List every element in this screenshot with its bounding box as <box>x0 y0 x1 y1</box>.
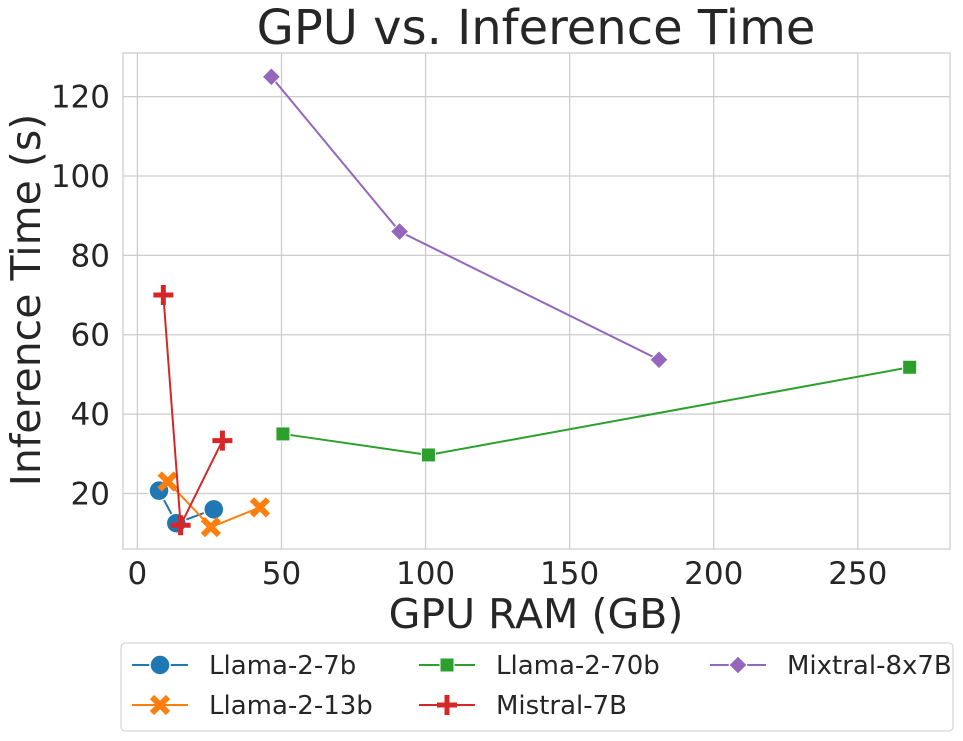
data-point <box>157 471 178 492</box>
legend-item: Mistral-7B <box>419 691 627 721</box>
x-tick-label: 0 <box>128 556 148 592</box>
x-tick-label: 100 <box>396 556 455 592</box>
data-point <box>902 359 918 375</box>
tick-labels: 0 50 100 150 200 250 20 40 60 80 100 120 <box>51 80 888 592</box>
legend-label: Llama-2-70b <box>496 651 660 681</box>
legend-item: Llama-2-70b <box>419 651 660 681</box>
data-point <box>200 517 222 538</box>
legend-marker <box>439 657 455 673</box>
legend-label: Llama-2-13b <box>209 691 373 721</box>
y-tick-label: 60 <box>71 318 110 354</box>
grid <box>123 53 950 549</box>
data-point <box>170 515 191 536</box>
legend-marker <box>728 655 748 675</box>
data-point <box>649 350 669 370</box>
y-tick-label: 100 <box>51 159 110 195</box>
data-point <box>420 447 436 463</box>
y-tick-label: 120 <box>51 80 110 116</box>
data-point <box>249 497 270 518</box>
legend-item: Mixtral-8x7B <box>710 651 952 681</box>
x-tick-label: 200 <box>684 556 743 592</box>
legend-label: Mixtral-8x7B <box>787 651 952 681</box>
x-axis-label: GPU RAM (GB) <box>389 590 684 638</box>
x-tick-label: 250 <box>828 556 887 592</box>
legend-label: Llama-2-7b <box>209 651 356 681</box>
data-point <box>261 67 282 87</box>
data-point <box>212 430 233 451</box>
series-mixtral-8x7b <box>261 67 669 370</box>
legend-marker <box>149 694 171 716</box>
data-point <box>389 221 410 242</box>
series-layer <box>148 67 918 538</box>
y-tick-label: 40 <box>71 397 110 433</box>
plot-area <box>122 52 951 550</box>
y-axis-label: Inference Time (s) <box>2 114 50 486</box>
y-tick-label: 80 <box>71 238 110 274</box>
legend-marker <box>437 695 457 715</box>
legend: Llama-2-7b Llama-2-13b Llama-2-70b Mistral-… <box>120 642 954 732</box>
legend-item: Llama-2-13b <box>132 691 373 721</box>
x-tick-label: 150 <box>540 556 599 592</box>
data-point <box>203 498 225 521</box>
series-llama-2-13b <box>157 471 270 538</box>
y-tick-label: 20 <box>71 476 110 512</box>
series-llama-2-70b <box>275 359 918 463</box>
data-point <box>153 285 174 306</box>
legend-item: Llama-2-7b <box>132 651 356 681</box>
legend-marker <box>149 654 171 676</box>
legend-label: Mistral-7B <box>496 691 627 721</box>
x-tick-label: 50 <box>262 556 301 592</box>
data-point <box>275 426 291 442</box>
chart-title: GPU vs. Inference Time <box>257 0 816 56</box>
series-mistral-7b <box>153 285 233 536</box>
